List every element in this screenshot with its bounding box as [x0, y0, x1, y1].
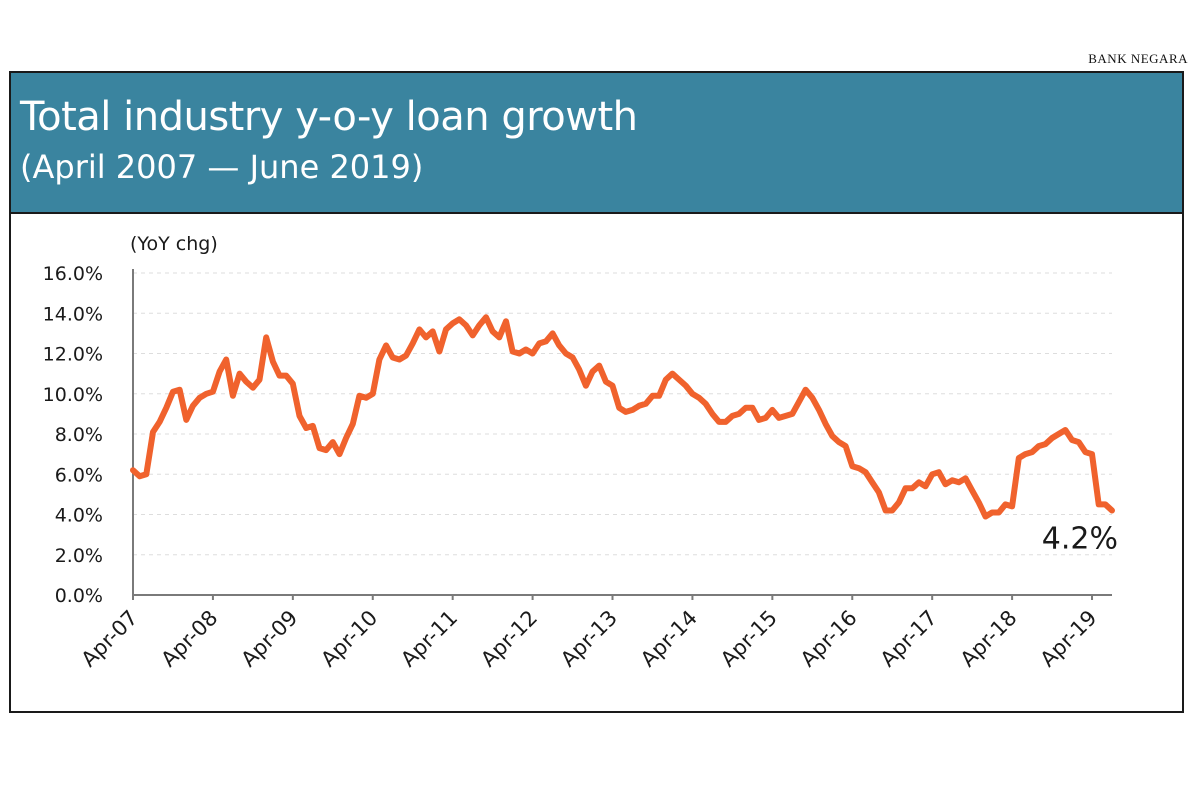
x-tick-label: Apr-13: [556, 606, 622, 672]
chart-subtitle: (April 2007 — June 2019): [20, 148, 424, 186]
x-tick-label: Apr-16: [796, 606, 862, 672]
x-tick-label: Apr-08: [156, 606, 222, 672]
y-axis-label: (YoY chg): [130, 233, 218, 255]
chart-header: Total industry y-o-y loan growth (April …: [11, 73, 1182, 214]
x-tick-label: Apr-11: [396, 606, 462, 672]
y-tick-label: 6.0%: [55, 464, 103, 486]
end-value-annotation: 4.2%: [1042, 521, 1118, 556]
x-tick-label: Apr-19: [1036, 606, 1102, 672]
x-tick-label: Apr-12: [476, 606, 542, 672]
y-tick-label: 10.0%: [43, 384, 103, 406]
x-tick-label: Apr-14: [636, 606, 702, 672]
x-tick-label: Apr-18: [956, 606, 1022, 672]
y-tick-label: 16.0%: [43, 263, 103, 285]
source-label: BANK NEGARA: [1088, 51, 1188, 66]
x-tick-label: Apr-09: [236, 606, 302, 672]
y-tick-label: 14.0%: [43, 303, 103, 325]
x-tick-label: Apr-07: [77, 606, 143, 672]
x-tick-label: Apr-10: [316, 606, 382, 672]
chart-title: Total industry y-o-y loan growth: [20, 94, 638, 140]
x-tick-label: Apr-15: [716, 606, 782, 672]
y-tick-label: 12.0%: [43, 344, 103, 366]
y-tick-label: 4.0%: [55, 505, 103, 527]
y-tick-label: 2.0%: [55, 545, 103, 567]
y-tick-label: 0.0%: [55, 585, 103, 607]
x-tick-label: Apr-17: [876, 606, 942, 672]
y-tick-label: 8.0%: [55, 424, 103, 446]
series-line: [130, 314, 1115, 520]
